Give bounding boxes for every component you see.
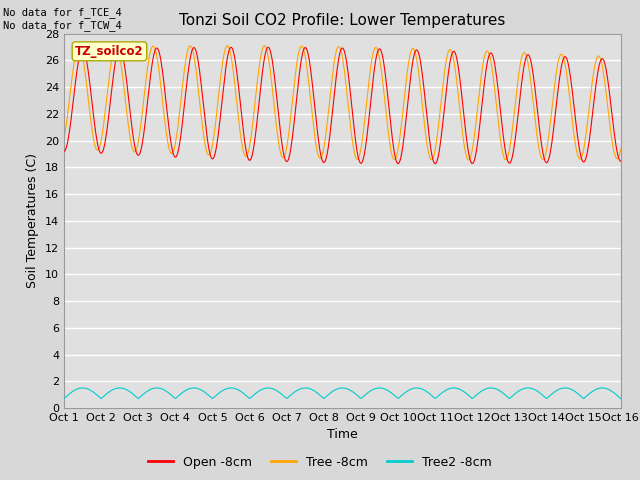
Tree -8cm: [127, 142, 135, 147]
Open -8cm: [70, 91, 78, 96]
Tree -8cm: [411, 48, 419, 54]
Open -8cm: [411, 49, 419, 55]
Open -8cm: [431, 161, 439, 167]
Legend: Open -8cm, Tree -8cm, Tree2 -8cm: Open -8cm, Tree -8cm, Tree2 -8cm: [143, 451, 497, 474]
X-axis label: Time: Time: [327, 429, 358, 442]
Tree2 -8cm: [428, 392, 435, 398]
Tree -8cm: [223, 43, 231, 48]
Open -8cm: [214, 138, 221, 144]
Open -8cm: [127, 120, 135, 126]
Tree -8cm: [428, 157, 435, 163]
Open -8cm: [617, 158, 625, 164]
Tree -8cm: [214, 104, 221, 110]
Line: Open -8cm: Open -8cm: [64, 48, 621, 164]
Tree2 -8cm: [128, 391, 136, 396]
Tree -8cm: [184, 47, 192, 53]
Open -8cm: [60, 148, 68, 154]
Tree2 -8cm: [60, 396, 68, 401]
Tree2 -8cm: [214, 391, 222, 396]
Tree2 -8cm: [411, 385, 419, 391]
Text: No data for f_TCE_4
No data for f_TCW_4: No data for f_TCE_4 No data for f_TCW_4: [3, 7, 122, 31]
Open -8cm: [428, 147, 435, 153]
Tree2 -8cm: [79, 385, 86, 391]
Tree2 -8cm: [185, 386, 193, 392]
Tree -8cm: [60, 136, 68, 142]
Tree -8cm: [465, 157, 472, 163]
Text: TZ_soilco2: TZ_soilco2: [75, 45, 144, 58]
Open -8cm: [184, 71, 192, 77]
Tree -8cm: [617, 146, 625, 152]
Title: Tonzi Soil CO2 Profile: Lower Temperatures: Tonzi Soil CO2 Profile: Lower Temperatur…: [179, 13, 506, 28]
Tree2 -8cm: [70, 388, 78, 394]
Line: Tree -8cm: Tree -8cm: [64, 46, 621, 160]
Open -8cm: [264, 45, 272, 50]
Tree -8cm: [70, 60, 78, 66]
Line: Tree2 -8cm: Tree2 -8cm: [64, 388, 621, 398]
Tree2 -8cm: [617, 396, 625, 401]
Y-axis label: Soil Temperatures (C): Soil Temperatures (C): [26, 153, 39, 288]
